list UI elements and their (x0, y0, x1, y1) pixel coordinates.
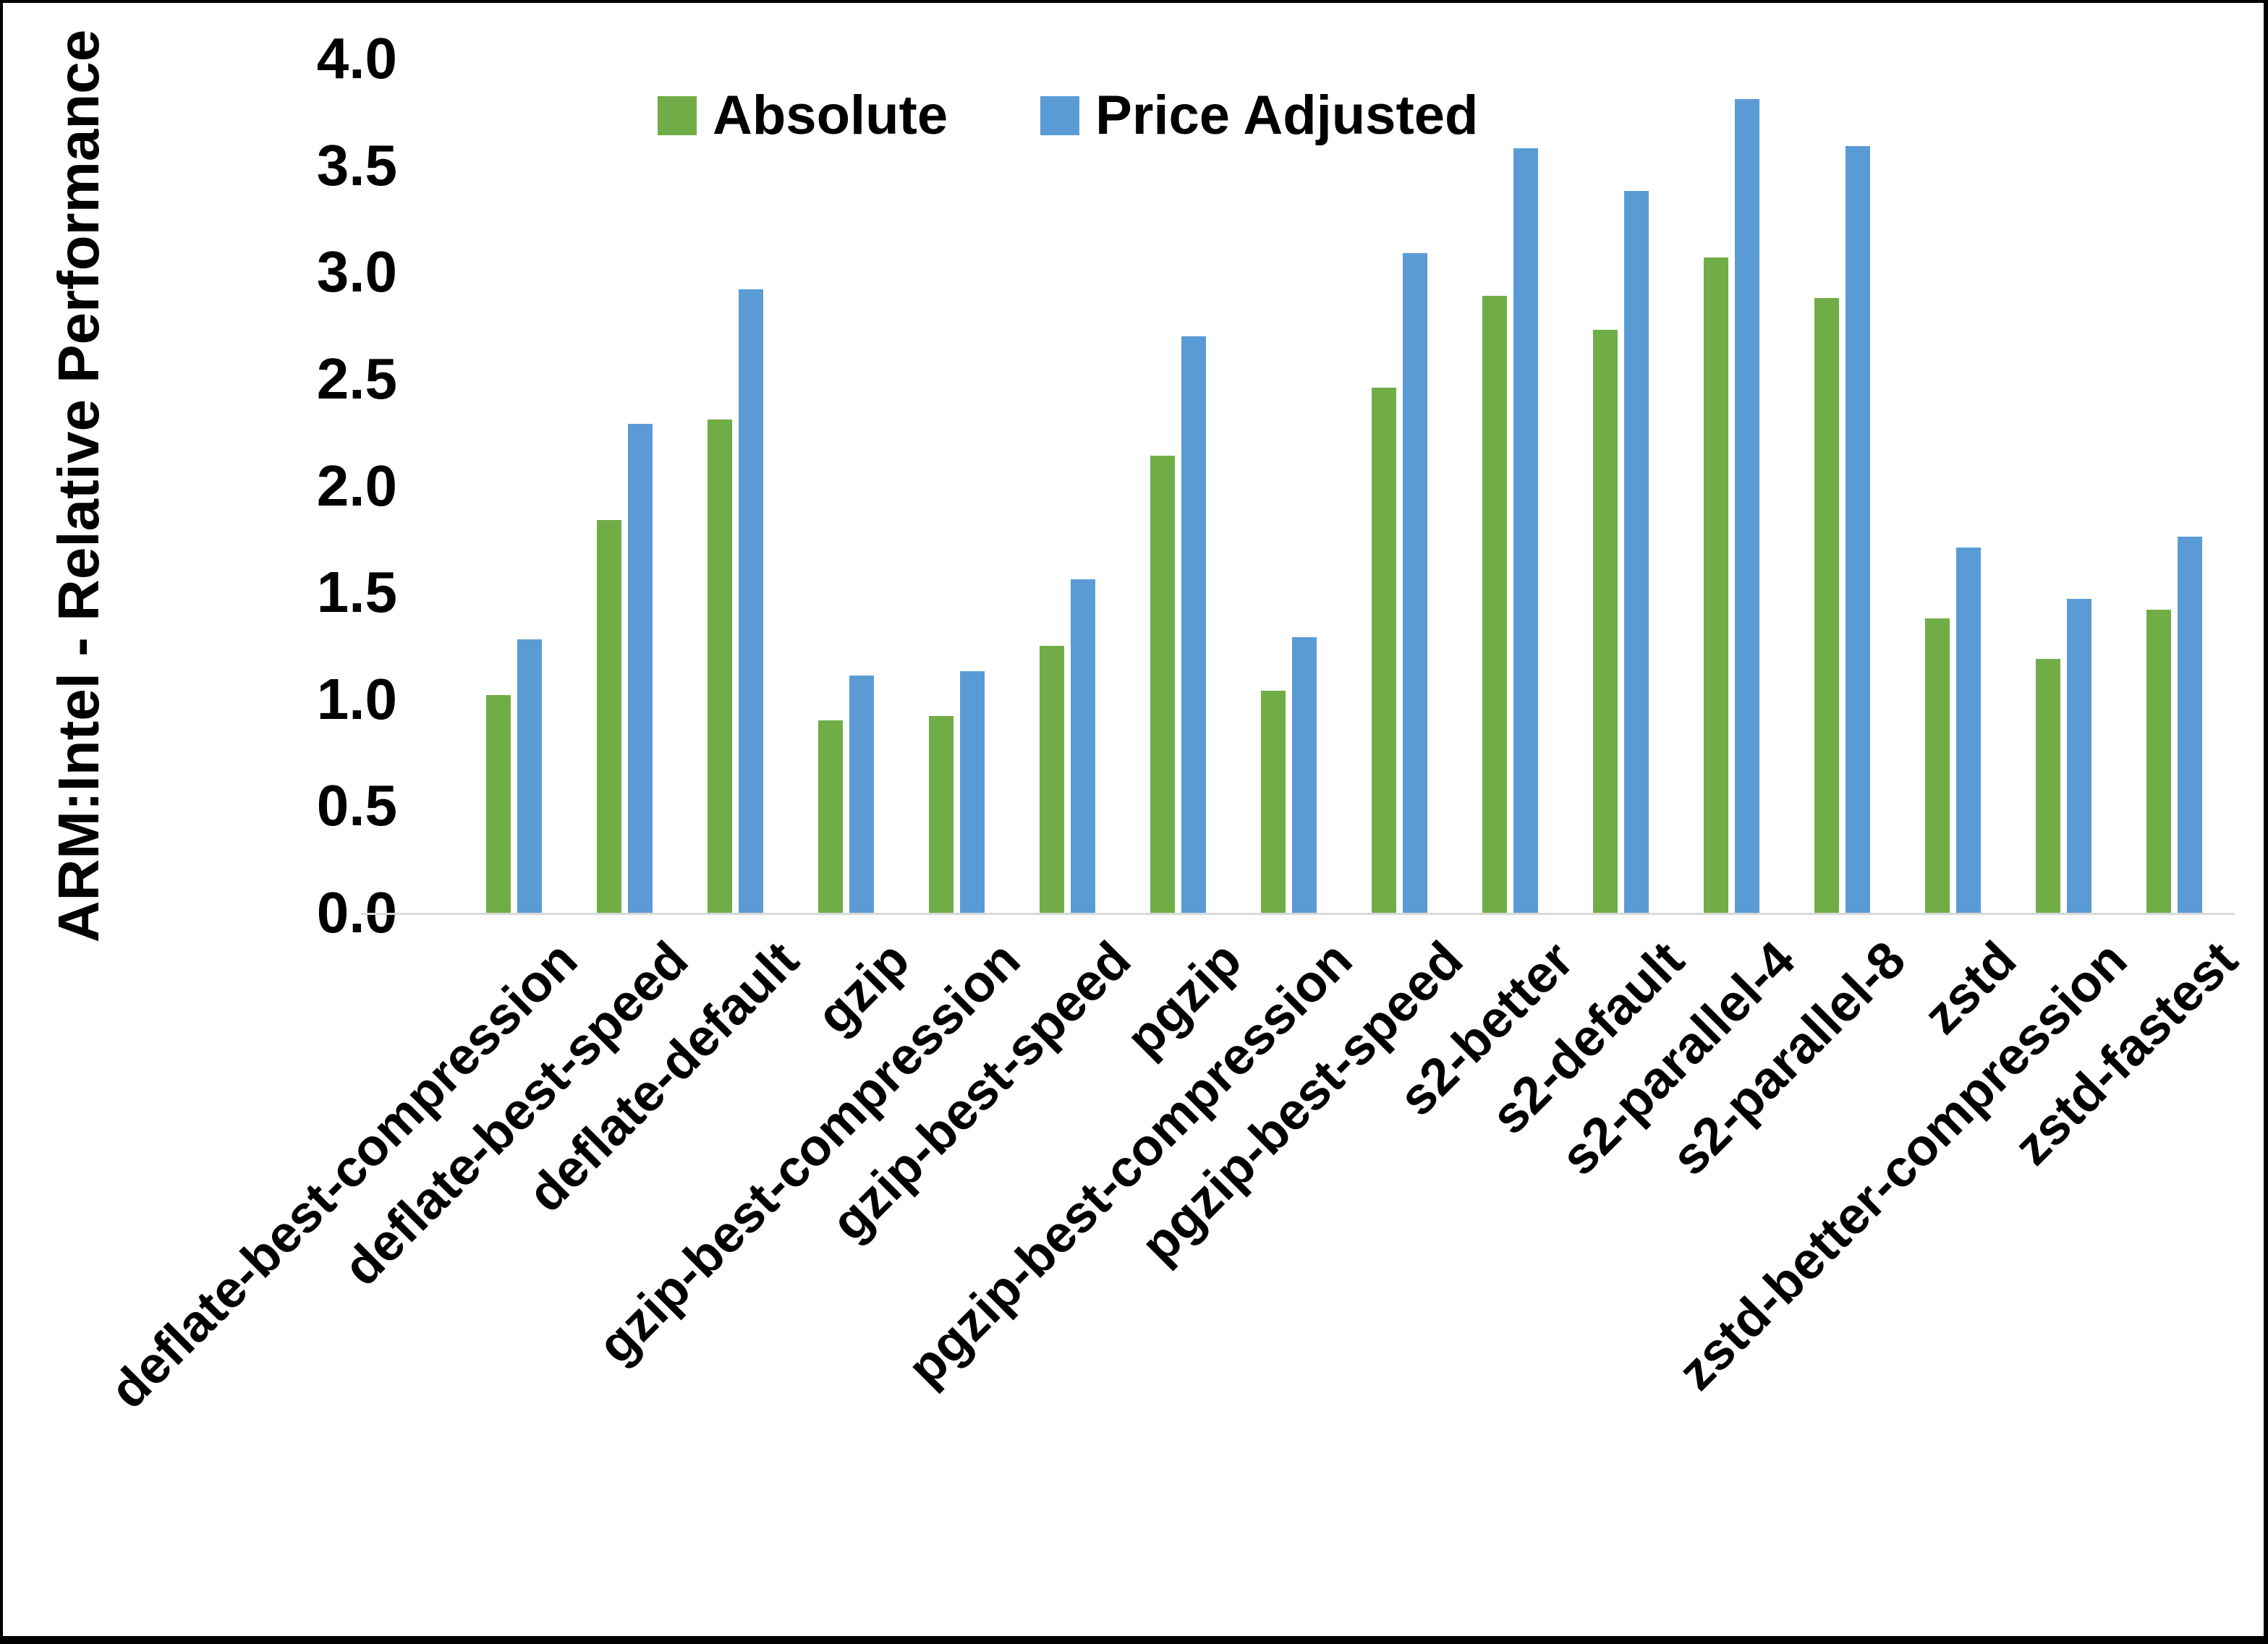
bar-cluster (1012, 59, 1123, 913)
bar (1735, 99, 1759, 913)
bar (1150, 456, 1175, 913)
bar-cluster (2119, 59, 2230, 913)
bar-cluster (1566, 59, 1676, 913)
legend-label-price-adjusted: Price Adjusted (1095, 85, 1479, 146)
bar (1071, 579, 1095, 913)
y-tick-label: 3.5 (316, 132, 397, 197)
bar (1040, 645, 1064, 913)
y-tick-label: 1.0 (316, 666, 397, 731)
bar-cluster (1676, 59, 1787, 913)
bar (1372, 387, 1396, 913)
y-tick-label: 1.5 (316, 560, 397, 625)
bar-cluster (791, 59, 901, 913)
y-tick-label: 0.0 (316, 880, 397, 945)
bar (2067, 598, 2091, 913)
bar (1513, 148, 1538, 913)
bar (849, 676, 874, 913)
bar (1956, 548, 1981, 913)
y-tick-label: 3.0 (316, 239, 397, 304)
bar-cluster (1898, 59, 2008, 913)
y-tick-label: 2.0 (316, 453, 397, 518)
bar (1925, 618, 1950, 913)
bar (1846, 146, 1870, 913)
bar-cluster (1787, 59, 1898, 913)
bar (2036, 658, 2060, 913)
bar (1181, 336, 1206, 913)
bar (1624, 191, 1649, 913)
bar (1482, 295, 1507, 913)
bar-cluster (1455, 59, 1566, 913)
legend-label-absolute: Absolute (713, 85, 948, 146)
bar (708, 419, 732, 913)
y-tick-label: 2.5 (316, 346, 397, 411)
bar (517, 639, 542, 913)
plot-area (459, 59, 2230, 913)
bar (486, 694, 511, 913)
bar-cluster (2008, 59, 2119, 913)
bar-cluster (1123, 59, 1233, 913)
x-axis-line (361, 913, 2235, 915)
bar (1704, 257, 1728, 913)
bar-cluster (459, 59, 569, 913)
bar (2178, 537, 2202, 913)
bar (1814, 297, 1839, 913)
bar (628, 423, 653, 913)
y-tick-label: 4.0 (316, 26, 397, 90)
bar-cluster (680, 59, 791, 913)
bar (818, 720, 843, 913)
bar-cluster (569, 59, 680, 913)
legend: Absolute Price Adjusted (658, 84, 1478, 147)
bar (1292, 637, 1317, 913)
bar (929, 716, 954, 913)
bar (1403, 252, 1427, 913)
price-adjusted-series-swatch-icon (1040, 95, 1080, 135)
bar (1593, 329, 1618, 913)
absolute-series-swatch-icon (658, 95, 697, 135)
bar-cluster (901, 59, 1012, 913)
legend-item-price-adjusted: Price Adjusted (1040, 84, 1478, 147)
bar (597, 519, 621, 913)
bar (2146, 609, 2171, 913)
bar (739, 289, 763, 913)
bar-cluster (1344, 59, 1455, 913)
bar (960, 671, 985, 913)
bar (1261, 690, 1286, 913)
bar-cluster (1233, 59, 1344, 913)
y-tick-label: 0.5 (316, 773, 397, 838)
legend-item-absolute: Absolute (658, 84, 948, 147)
